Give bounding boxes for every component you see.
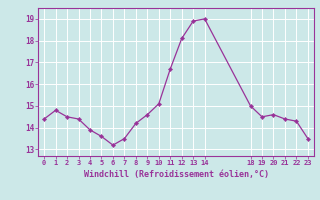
X-axis label: Windchill (Refroidissement éolien,°C): Windchill (Refroidissement éolien,°C)	[84, 170, 268, 179]
